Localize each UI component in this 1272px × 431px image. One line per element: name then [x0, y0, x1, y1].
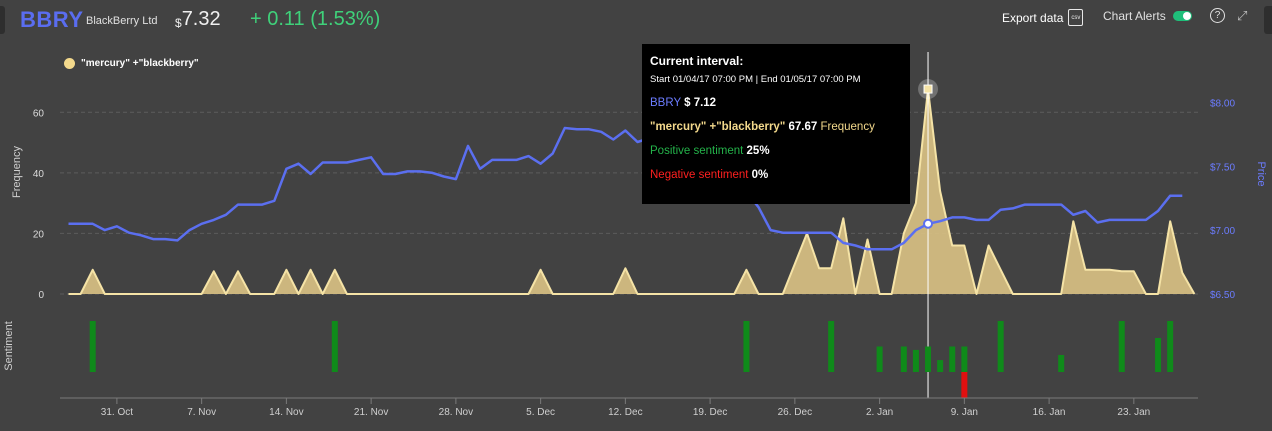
expand-icon[interactable]: ⤢: [1237, 8, 1248, 23]
frequency-tick-label: 40: [33, 169, 45, 180]
tooltip-frequency-row: "mercury" +"blackberry" 67.67 Frequency: [650, 121, 902, 133]
x-tick-label: 12. Dec: [608, 407, 642, 418]
x-tick-label: 28. Nov: [439, 407, 473, 418]
positive-sentiment-bar: [876, 346, 883, 372]
tooltip-frequency-value: 67.67: [788, 121, 818, 133]
currency-symbol: $: [175, 16, 182, 30]
x-tick-label: 21. Nov: [354, 407, 388, 418]
positive-sentiment-bar: [89, 321, 96, 372]
frequency-tick-label: 20: [33, 229, 45, 240]
csv-icon: csv: [1068, 9, 1084, 26]
tooltip-negative-label: Negative sentiment: [650, 169, 749, 181]
tooltip-frequency-series: "mercury" +"blackberry": [650, 121, 786, 133]
export-data-label: Export data: [1002, 10, 1064, 25]
positive-sentiment-bar: [997, 321, 1004, 372]
frequency-series-area: [68, 89, 1195, 294]
legend-label: "mercury" +"blackberry": [81, 58, 199, 69]
price-axis-title: Price: [1255, 161, 1267, 186]
frequency-highlight-marker: [923, 84, 933, 94]
x-tick-label: 19. Dec: [693, 407, 727, 418]
header-bar: BBRY BlackBerry Ltd $7.32 + 0.11 (1.53%)…: [0, 0, 1272, 38]
toggle-switch-icon[interactable]: [1172, 11, 1192, 21]
x-tick-label: 9. Jan: [951, 407, 978, 418]
positive-sentiment-bar: [743, 321, 750, 372]
price-tick-label: $7.50: [1210, 162, 1235, 173]
x-tick-label: 23. Jan: [1117, 407, 1150, 418]
positive-sentiment-bar: [912, 349, 919, 372]
positive-sentiment-bar: [925, 346, 932, 372]
tooltip-price-value: $ 7.12: [684, 97, 717, 109]
tooltip-price-ticker: BBRY: [650, 97, 681, 109]
positive-sentiment-bar: [900, 346, 907, 372]
price-tick-label: $8.00: [1210, 98, 1235, 109]
ticker-symbol: BBRY: [20, 7, 84, 32]
price-tick-label: $7.00: [1210, 226, 1235, 237]
legend-dot-icon: [64, 58, 75, 69]
x-tick-label: 31. Oct: [101, 407, 133, 418]
price-change: + 0.11 (1.53%): [250, 8, 381, 30]
positive-sentiment-bar: [1118, 321, 1125, 372]
price-display: $7.32: [175, 8, 221, 31]
positive-sentiment-bar: [828, 321, 835, 372]
frequency-series-line: [68, 88, 1196, 295]
tooltip-positive-label: Positive sentiment: [650, 145, 744, 157]
tooltip-negative-row: Negative sentiment 0%: [650, 169, 902, 181]
tooltip-positive-row: Positive sentiment 25%: [650, 145, 902, 157]
price-value: 7.32: [181, 8, 221, 30]
positive-sentiment-bar: [331, 321, 338, 372]
tooltip-title: Current interval:: [650, 54, 744, 68]
x-tick-label: 2. Jan: [866, 407, 893, 418]
x-tick-label: 26. Dec: [778, 407, 812, 418]
tooltip-negative-value: 0%: [751, 169, 769, 181]
positive-sentiment-bar: [1167, 321, 1174, 372]
left-panel-handle[interactable]: [0, 6, 5, 34]
x-tick-label: 5. Dec: [526, 407, 555, 418]
chart-alerts-toggle[interactable]: Chart Alerts: [1103, 9, 1192, 23]
tooltip-price-row: BBRY $ 7.12: [650, 97, 902, 109]
help-icon[interactable]: ?: [1210, 8, 1225, 23]
price-series-line: [68, 126, 1183, 251]
price-highlight-marker: [923, 218, 934, 229]
right-panel-handle[interactable]: [1264, 6, 1272, 34]
price-tick-label: $6.50: [1210, 290, 1235, 301]
frequency-tick-label: 60: [33, 108, 45, 119]
tooltip-positive-value: 25%: [746, 145, 770, 157]
chart-legend[interactable]: "mercury" +"blackberry": [64, 58, 199, 69]
positive-sentiment-bar: [1155, 338, 1162, 372]
frequency-axis-title: Frequency: [11, 146, 23, 198]
chart-tooltip: Current interval: Start 01/04/17 07:00 P…: [642, 44, 910, 204]
x-tick-label: 14. Nov: [269, 407, 303, 418]
x-tick-label: 7. Nov: [187, 407, 216, 418]
positive-sentiment-bar: [937, 360, 944, 372]
positive-sentiment-bar: [949, 346, 956, 372]
tooltip-frequency-label: Frequency: [820, 121, 875, 133]
chart-alerts-label: Chart Alerts: [1103, 9, 1166, 23]
negative-sentiment-bar: [961, 372, 968, 398]
frequency-tick-label: 0: [38, 290, 44, 301]
positive-sentiment-bar: [961, 346, 968, 372]
tooltip-range: Start 01/04/17 07:00 PM | End 01/05/17 0…: [650, 74, 861, 85]
positive-sentiment-bar: [1058, 355, 1065, 372]
export-data-button[interactable]: Export data csv: [1002, 9, 1084, 26]
company-name: BlackBerry Ltd: [86, 15, 158, 27]
sentiment-axis-title: Sentiment: [3, 321, 15, 371]
x-tick-label: 16. Jan: [1033, 407, 1066, 418]
